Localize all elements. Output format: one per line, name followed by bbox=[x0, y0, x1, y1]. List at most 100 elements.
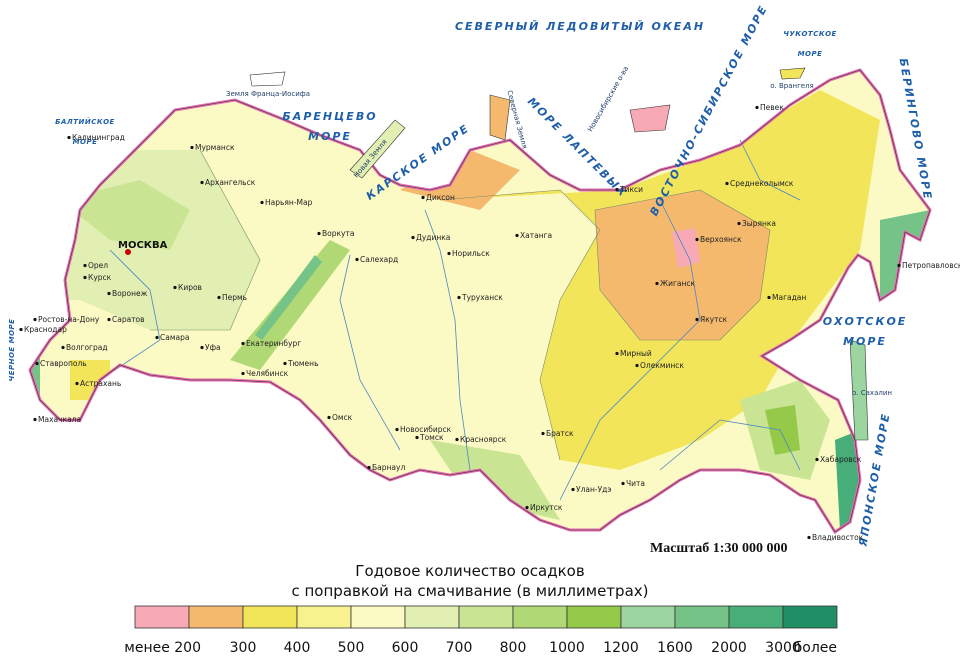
city-label: Диксон bbox=[426, 193, 455, 202]
islands-shapes bbox=[249, 67, 869, 441]
city-marker bbox=[19, 327, 23, 332]
city-marker bbox=[241, 371, 245, 376]
city-label: Новосибирск bbox=[400, 425, 452, 434]
legend-swatch bbox=[566, 605, 622, 629]
city-label: Салехард bbox=[360, 255, 398, 264]
city-label: Мирный bbox=[620, 349, 652, 358]
island-severnaya-zemlya bbox=[489, 94, 511, 141]
zone-taymyr bbox=[400, 150, 520, 210]
city-marker bbox=[217, 295, 221, 300]
sea-label: ЧУКОТСКОЕ bbox=[783, 30, 837, 38]
isoline bbox=[594, 189, 771, 341]
sea-label: ОХОТСКОЕ bbox=[823, 315, 908, 328]
island-sakhalin bbox=[849, 339, 869, 441]
city-label: Воронеж bbox=[112, 289, 148, 298]
city-label: Зырянка bbox=[742, 219, 776, 228]
city-marker bbox=[421, 195, 425, 200]
city-marker bbox=[107, 317, 111, 322]
city-label: Омск bbox=[332, 413, 353, 422]
island-novaya-zemlya bbox=[349, 119, 406, 179]
city-marker bbox=[725, 181, 729, 186]
city-marker bbox=[767, 295, 771, 300]
island-franz-josef bbox=[249, 71, 286, 87]
city-marker bbox=[67, 135, 71, 140]
city-label: Ставрополь bbox=[40, 359, 87, 368]
city-label: Ростов-на-Дону bbox=[38, 315, 100, 324]
legend-label: 1200 bbox=[603, 640, 639, 656]
river-amur bbox=[659, 419, 801, 471]
city-label: Среднеколымск bbox=[730, 179, 794, 188]
sea-label: ЧЕРНОЕ МОРЕ bbox=[8, 319, 16, 382]
city-marker bbox=[615, 187, 619, 192]
sea-label: БАРЕНЦЕВО bbox=[282, 110, 377, 123]
city-label: Тюмень bbox=[287, 359, 319, 368]
precipitation-zones bbox=[30, 70, 930, 532]
legend-swatch bbox=[296, 605, 352, 629]
city-marker bbox=[61, 345, 65, 350]
capital-marker bbox=[125, 249, 131, 255]
city-label: Норильск bbox=[452, 249, 490, 258]
city-label: Томск bbox=[419, 433, 444, 442]
zone-sayan bbox=[430, 440, 560, 520]
city-marker bbox=[447, 251, 451, 256]
legend-title: Годовое количество осадков bbox=[355, 562, 584, 580]
scale-text: Масштаб 1:30 000 000 bbox=[650, 541, 787, 556]
city-label: Астрахань bbox=[80, 379, 121, 388]
zone-ural-high bbox=[255, 255, 322, 340]
legend-label: 700 bbox=[446, 640, 473, 656]
city-marker bbox=[455, 437, 459, 442]
isoline bbox=[150, 149, 261, 331]
legend-label: 1000 bbox=[549, 640, 585, 656]
city-label: Братск bbox=[546, 429, 574, 438]
legend-swatch bbox=[620, 605, 676, 629]
city-marker bbox=[317, 231, 321, 236]
city-label: Чита bbox=[626, 479, 645, 488]
legend-label: 1600 bbox=[657, 640, 693, 656]
city-marker bbox=[33, 417, 37, 422]
city-label: Челябинск bbox=[246, 369, 289, 378]
zone-800 bbox=[60, 180, 190, 250]
sea-label: БАЛТИЙСКОЕ bbox=[55, 117, 115, 126]
city-marker bbox=[695, 317, 699, 322]
city-marker bbox=[355, 257, 359, 262]
river-volga bbox=[99, 249, 161, 381]
city-marker bbox=[415, 435, 419, 440]
city-marker bbox=[190, 145, 194, 150]
sea-label: МОРЕ bbox=[843, 335, 887, 348]
city-marker bbox=[541, 431, 545, 436]
city-label: Красноярск bbox=[460, 435, 507, 444]
river-ob bbox=[339, 254, 401, 451]
city-marker bbox=[260, 200, 264, 205]
river-yenisei bbox=[424, 209, 471, 471]
city-label: Олекминск bbox=[640, 361, 684, 370]
legend-label: менее 200 bbox=[124, 640, 201, 656]
city-marker bbox=[515, 233, 519, 238]
capital-label: МОСКВА bbox=[118, 240, 168, 251]
legend-swatch bbox=[458, 605, 514, 629]
city-label: Махачкала bbox=[38, 415, 81, 424]
city-label: Мурманск bbox=[195, 143, 235, 152]
legend: менее 200 300 400 500 600 700 800 1000 1200 1600 2… bbox=[124, 605, 838, 656]
city-label: Уфа bbox=[205, 343, 221, 352]
legend-swatch bbox=[728, 605, 784, 629]
island-label: Земля Франца-Иосифа bbox=[226, 90, 310, 98]
city-marker bbox=[395, 427, 399, 432]
city-marker bbox=[615, 351, 619, 356]
legend-swatch bbox=[350, 605, 406, 629]
city-label: Жиганск bbox=[660, 279, 696, 288]
legend-label: 3000 bbox=[765, 640, 801, 656]
legend-label: 400 bbox=[284, 640, 311, 656]
sea-label: МОРЕ bbox=[798, 50, 823, 58]
city-label: Тикси bbox=[619, 185, 643, 194]
city-label: Краснодар bbox=[24, 325, 67, 334]
city-label: Калининград bbox=[72, 133, 125, 142]
legend-label: 600 bbox=[392, 640, 419, 656]
legend-swatch bbox=[674, 605, 730, 629]
city-label: Туруханск bbox=[461, 293, 503, 302]
city-marker bbox=[327, 415, 331, 420]
city-marker bbox=[200, 180, 204, 185]
legend-swatch bbox=[512, 605, 568, 629]
city-marker bbox=[457, 295, 461, 300]
city-label: Орел bbox=[88, 261, 108, 270]
city-label: Самара bbox=[160, 333, 189, 342]
